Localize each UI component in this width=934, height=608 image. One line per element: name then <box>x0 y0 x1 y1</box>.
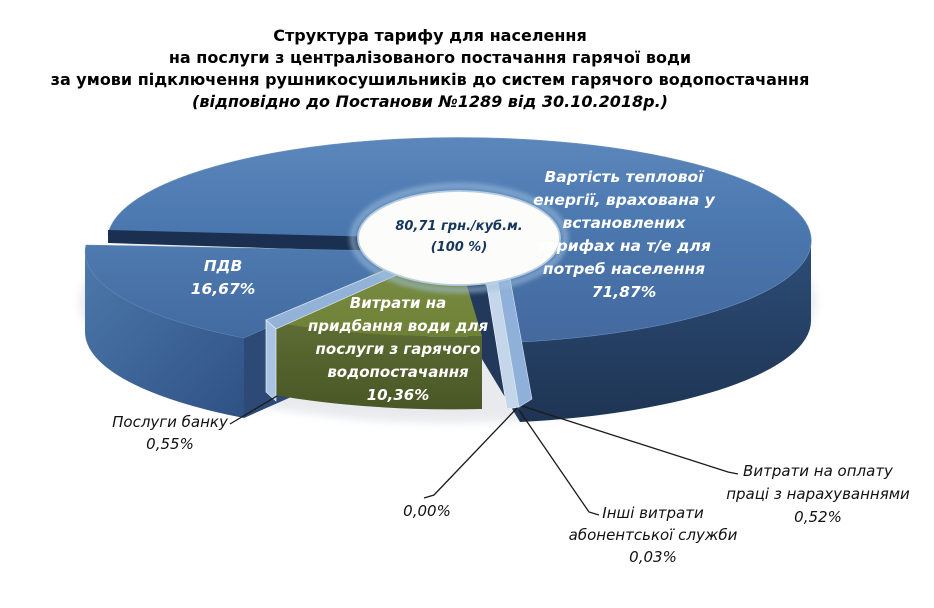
callout-salary-line1: Витрати на оплату <box>743 462 894 480</box>
callout-salary-percent: 0,52% <box>794 508 842 526</box>
label-main-percent: 71,87% <box>592 283 657 301</box>
chart-title-line4: (відповідно до Постанови №1289 від 30.10… <box>192 92 668 111</box>
label-main-line5: потреб населення <box>543 260 705 278</box>
label-water-line2: придбання води для <box>308 317 489 335</box>
label-slice-main: Вартість теплової енергії, врахована у в… <box>533 168 716 301</box>
pie-slice-vat-side <box>85 252 244 418</box>
label-callout-bank: Послуги банку 0,55% <box>112 413 229 453</box>
label-water-line1: Витрати на <box>350 294 446 312</box>
label-callout-other: Інші витрати абонентської служби 0,03% <box>569 504 738 566</box>
label-main-line2: енергії, врахована у <box>533 191 716 209</box>
center-tariff-value: 80,71 грн./куб.м. <box>395 219 522 234</box>
label-slice-water: Витрати на придбання води для послуги з … <box>308 294 489 404</box>
center-share-value: (100 %) <box>431 240 488 255</box>
label-water-line3: послуги з гарячого <box>316 340 481 358</box>
callout-bank-name: Послуги банку <box>112 413 229 431</box>
chart-title-line1: Структура тарифу для населення <box>273 26 587 45</box>
callout-other-line1: Інші витрати <box>602 504 704 522</box>
pie-slice-main-side <box>520 241 811 422</box>
label-main-line4: тарифах на т/е для <box>537 237 711 255</box>
label-water-line4: водопостачання <box>327 363 469 381</box>
callout-bank-percent: 0,55% <box>146 435 194 453</box>
callout-zero-percent: 0,00% <box>403 502 451 520</box>
callout-salary-line2: праці з нарахуваннями <box>726 485 910 503</box>
label-slice-vat: ПДВ 16,67% <box>191 257 256 298</box>
chart-title-line3: за умови підключення рушникосушильників … <box>51 70 810 89</box>
pie-slice-water-side <box>274 322 482 410</box>
pie-slice-bank-side <box>265 319 277 402</box>
label-vat-name: ПДВ <box>204 257 243 275</box>
label-water-percent: 10,36% <box>367 386 429 404</box>
center-ellipse-glow <box>349 182 569 294</box>
label-vat-percent: 16,67% <box>191 280 256 298</box>
label-main-line1: Вартість теплової <box>544 168 705 186</box>
label-callout-zero: 0,00% <box>403 502 451 520</box>
label-callout-salary: Витрати на оплату праці з нарахуваннями … <box>726 462 910 526</box>
leader-line-other <box>518 409 600 516</box>
leader-line-zero <box>423 407 518 499</box>
leader-line-salary <box>521 405 739 475</box>
pie-slice-vat-top <box>84 244 438 339</box>
label-main-line3: встановлених <box>562 214 686 232</box>
callout-other-percent: 0,03% <box>629 548 677 566</box>
leader-line-bank <box>229 395 278 425</box>
center-ellipse <box>357 190 561 286</box>
label-center: 80,71 грн./куб.м. (100 %) <box>395 219 522 255</box>
callout-other-line2: абонентської служби <box>569 526 738 544</box>
chart-title-line2: на послуги з централізованого постачання… <box>169 48 691 67</box>
